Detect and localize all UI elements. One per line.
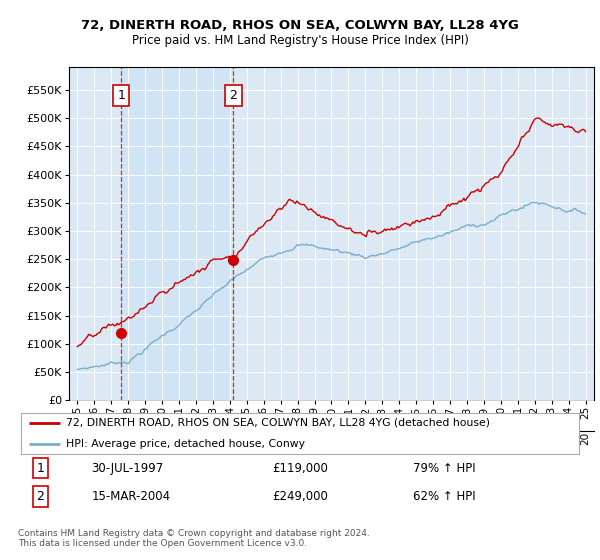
Text: 15-MAR-2004: 15-MAR-2004 — [91, 490, 170, 503]
Text: 1: 1 — [37, 461, 44, 475]
Text: 72, DINERTH ROAD, RHOS ON SEA, COLWYN BAY, LL28 4YG (detached house): 72, DINERTH ROAD, RHOS ON SEA, COLWYN BA… — [66, 418, 490, 428]
Text: Price paid vs. HM Land Registry's House Price Index (HPI): Price paid vs. HM Land Registry's House … — [131, 34, 469, 47]
Text: 79% ↑ HPI: 79% ↑ HPI — [413, 461, 475, 475]
Text: 1: 1 — [117, 89, 125, 102]
Bar — [121, 67, 233, 400]
Text: 62% ↑ HPI: 62% ↑ HPI — [413, 490, 475, 503]
Text: HPI: Average price, detached house, Conwy: HPI: Average price, detached house, Conw… — [66, 439, 305, 449]
Text: £119,000: £119,000 — [272, 461, 328, 475]
Text: 2: 2 — [230, 89, 238, 102]
Text: 72, DINERTH ROAD, RHOS ON SEA, COLWYN BAY, LL28 4YG: 72, DINERTH ROAD, RHOS ON SEA, COLWYN BA… — [81, 18, 519, 32]
Text: £249,000: £249,000 — [272, 490, 328, 503]
FancyBboxPatch shape — [21, 413, 579, 454]
Text: 30-JUL-1997: 30-JUL-1997 — [91, 461, 164, 475]
Text: Contains HM Land Registry data © Crown copyright and database right 2024.
This d: Contains HM Land Registry data © Crown c… — [18, 529, 370, 548]
Text: 2: 2 — [37, 490, 44, 503]
